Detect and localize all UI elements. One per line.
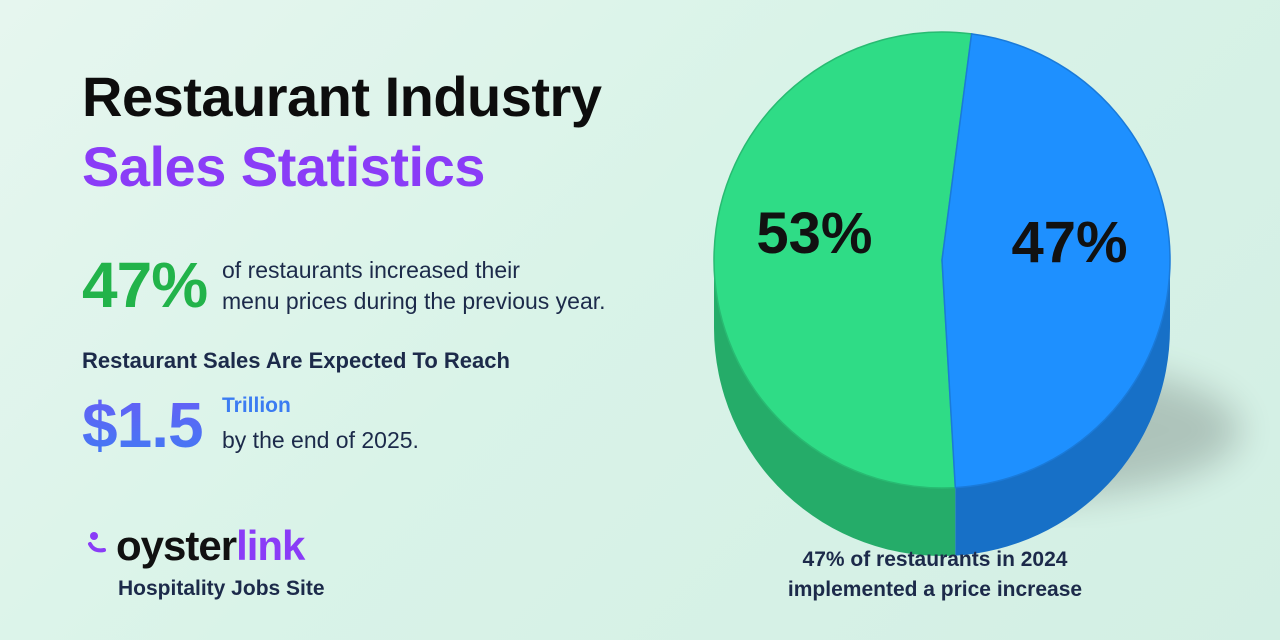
brand-logo: oysterlink (86, 522, 386, 572)
sales-stat: $1.5 (82, 389, 204, 461)
price-increase-desc-line2: menu prices during the previous year. (222, 288, 606, 314)
price-increase-stat: 47% (82, 249, 208, 321)
pie-label-47: 47% (1012, 210, 1128, 275)
pie-label-53: 53% (756, 201, 872, 266)
pie-slice-47 (941, 33, 1171, 489)
brand-name: oysterlink (116, 522, 305, 570)
page-title-line2: Sales Statistics (82, 135, 485, 198)
pie-slice-side-47 (955, 260, 1170, 556)
pie-tops (713, 31, 1171, 489)
sales-unit: Trillion (222, 394, 291, 417)
brand-name-part2: link (236, 522, 305, 569)
chart-caption-line2: implemented a price increase (787, 578, 1083, 601)
pie-labels: 53% 47% (756, 201, 1127, 275)
pie-chart: 53% 47% (680, 0, 1280, 556)
info-panel: Restaurant Industry Sales Statistics 47%… (82, 0, 682, 640)
page-title-line1: Restaurant Industry (82, 65, 602, 128)
chart-caption-line1: 47% of restaurants in 2024 (802, 548, 1068, 571)
pie-slice-side-53 (714, 260, 956, 556)
brand-tagline: Hospitality Jobs Site (118, 577, 325, 600)
oyster-logo-icon (88, 532, 106, 553)
pie-slice-53 (713, 31, 973, 489)
pie-chart-svg: 53% 47% (713, 31, 1240, 556)
brand-name-part1: oyster (116, 522, 237, 569)
pie-sides (714, 260, 1170, 556)
price-increase-desc-line1: of restaurants increased their (222, 257, 520, 283)
sales-heading: Restaurant Sales Are Expected To Reach (82, 348, 510, 373)
sales-desc: by the end of 2025. (222, 427, 419, 453)
